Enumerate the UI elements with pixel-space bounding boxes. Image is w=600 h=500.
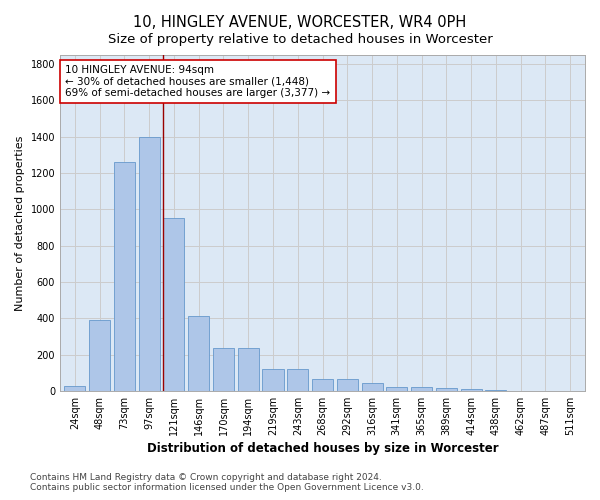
Bar xyxy=(386,387,407,391)
X-axis label: Distribution of detached houses by size in Worcester: Distribution of detached houses by size … xyxy=(147,442,499,455)
Bar xyxy=(362,382,383,391)
Bar xyxy=(411,387,432,391)
Bar xyxy=(163,218,184,391)
Text: 10, HINGLEY AVENUE, WORCESTER, WR4 0PH: 10, HINGLEY AVENUE, WORCESTER, WR4 0PH xyxy=(133,15,467,30)
Bar xyxy=(312,379,333,391)
Bar xyxy=(262,369,284,391)
Bar xyxy=(238,348,259,391)
Bar xyxy=(89,320,110,391)
Bar xyxy=(139,136,160,391)
Bar xyxy=(287,369,308,391)
Bar xyxy=(485,390,506,391)
Text: 10 HINGLEY AVENUE: 94sqm
← 30% of detached houses are smaller (1,448)
69% of sem: 10 HINGLEY AVENUE: 94sqm ← 30% of detach… xyxy=(65,65,331,98)
Bar xyxy=(436,388,457,391)
Text: Size of property relative to detached houses in Worcester: Size of property relative to detached ho… xyxy=(107,32,493,46)
Text: Contains HM Land Registry data © Crown copyright and database right 2024.
Contai: Contains HM Land Registry data © Crown c… xyxy=(30,473,424,492)
Bar xyxy=(64,386,85,391)
Bar xyxy=(461,389,482,391)
Bar xyxy=(188,316,209,391)
Y-axis label: Number of detached properties: Number of detached properties xyxy=(15,135,25,310)
Bar xyxy=(213,348,234,391)
Bar xyxy=(114,162,135,391)
Bar xyxy=(337,379,358,391)
